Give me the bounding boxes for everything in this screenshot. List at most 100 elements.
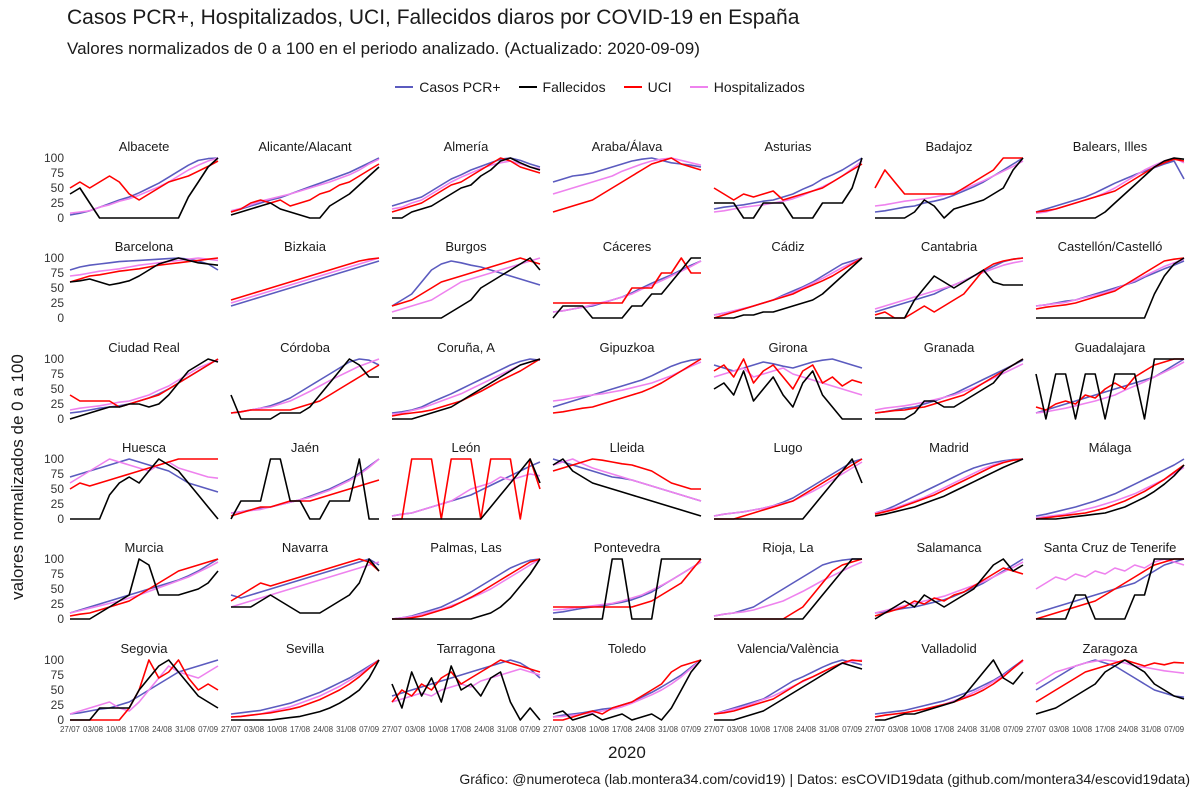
legend-item-uci: UCI [623, 79, 672, 95]
series-line-uci [553, 558, 702, 608]
y-tick-label: 0 [57, 612, 64, 626]
series-line-fallecidos [552, 659, 702, 721]
series-line-fallecidos [874, 458, 1024, 517]
panel-title: Valladolid [921, 641, 976, 656]
series-line-casos [69, 659, 219, 715]
panel-title: Lleida [610, 440, 645, 455]
panel: Lugo [713, 440, 863, 520]
series-line-fallecidos [69, 157, 219, 219]
x-tick-label: 03/08 [83, 725, 104, 734]
panel: Badajoz [874, 139, 1024, 219]
series-line-hosp [69, 157, 219, 214]
series-line-fallecidos [875, 157, 1024, 219]
series-line-uci [1035, 464, 1185, 520]
series-line-uci [230, 364, 380, 414]
series-line-casos [230, 659, 380, 715]
series-line-uci [874, 257, 1024, 319]
panel-title: Castellón/Castelló [1058, 239, 1163, 254]
x-tick-label: 03/08 [727, 725, 748, 734]
y-tick-label: 25 [51, 698, 65, 712]
x-tick-label: 31/08 [658, 725, 679, 734]
legend-swatch-hosp [689, 86, 708, 88]
series-line-fallecidos [875, 659, 1024, 721]
panel: Pontevedra [552, 540, 702, 620]
panel: Cantabria [874, 239, 1024, 319]
x-tick-label: 27/07 [60, 725, 81, 734]
series-line-fallecidos [1036, 257, 1185, 319]
series-line-casos [713, 458, 863, 517]
panel: Asturias [713, 139, 863, 219]
series-line-fallecidos [714, 157, 863, 219]
series-line-hosp [1035, 558, 1185, 590]
series-line-hosp [552, 458, 702, 502]
series-line-hosp [874, 660, 1024, 718]
series-line-fallecidos [70, 458, 219, 520]
chart-caption: Gráfico: @numeroteca (lab.montera34.com/… [459, 771, 1190, 787]
panel-title: Alicante/Alacant [258, 139, 352, 154]
x-tick-label: 03/08 [1049, 725, 1070, 734]
series-line-hosp [69, 359, 219, 411]
series-line-uci [1035, 659, 1185, 703]
series-line-hosp [713, 659, 863, 715]
series-line-hosp [69, 257, 219, 277]
panel-title: Palmas, Las [430, 540, 502, 555]
series-line-fallecidos [230, 166, 380, 219]
y-tick-label: 50 [51, 683, 65, 697]
series-line-uci [552, 358, 702, 414]
panel-title: Madrid [929, 440, 969, 455]
x-tick-label: 31/08 [1141, 725, 1162, 734]
series-line-casos [713, 257, 863, 316]
series-line-hosp [230, 659, 380, 718]
panel: Málaga [1035, 440, 1185, 520]
series-line-uci [69, 358, 219, 408]
series-line-hosp [713, 257, 863, 316]
x-tick-label: 17/08 [1095, 725, 1116, 734]
panel: Lleida [552, 440, 702, 517]
y-tick-label: 0 [57, 512, 64, 526]
series-line-uci [874, 157, 1023, 195]
x-tick-label: 03/08 [244, 725, 265, 734]
x-tick-label: 24/08 [152, 725, 173, 734]
series-line-fallecidos [69, 358, 219, 420]
x-tick-label: 03/08 [888, 725, 909, 734]
series-line-fallecidos [230, 458, 379, 520]
x-tick-label: 10/08 [911, 725, 932, 734]
series-line-fallecidos [875, 358, 1024, 420]
series-line-casos [1035, 160, 1185, 213]
panel: Balears, Illes [1035, 139, 1185, 219]
panel-title: Málaga [1089, 440, 1132, 455]
panel-title: Guadalajara [1075, 340, 1147, 355]
series-line-uci [874, 567, 1024, 617]
y-tick-label: 75 [51, 367, 65, 381]
series-line-casos [552, 157, 702, 183]
y-tick-label: 25 [51, 597, 65, 611]
series-line-uci [70, 659, 219, 721]
series-line-fallecidos [1036, 558, 1184, 620]
x-tick-label: 07/09 [520, 725, 541, 734]
series-line-fallecidos [553, 558, 701, 620]
series-line-fallecidos [392, 358, 541, 420]
series-line-hosp [230, 257, 380, 304]
legend-item-casos: Casos PCR+ [395, 79, 501, 95]
series-line-casos [713, 558, 862, 617]
x-tick-label: 27/07 [543, 725, 564, 734]
x-tick-label: 24/08 [474, 725, 495, 734]
y-tick-label: 75 [51, 166, 65, 180]
panel: Cáceres [552, 239, 702, 319]
series-line-casos [1035, 659, 1185, 698]
series-line-casos [1035, 260, 1185, 307]
series-line-uci [713, 163, 863, 201]
panel-title: Tarragona [437, 641, 496, 656]
series-line-fallecidos [391, 665, 541, 721]
x-tick-label: 07/09 [842, 725, 863, 734]
chart-title: Casos PCR+, Hospitalizados, UCI, Falleci… [67, 6, 800, 29]
panel-title: Pontevedra [594, 540, 661, 555]
x-tick-label: 07/09 [359, 725, 380, 734]
panel: Madrid [874, 440, 1024, 517]
series-line-uci [392, 458, 541, 520]
x-tick-label: 27/07 [1026, 725, 1047, 734]
